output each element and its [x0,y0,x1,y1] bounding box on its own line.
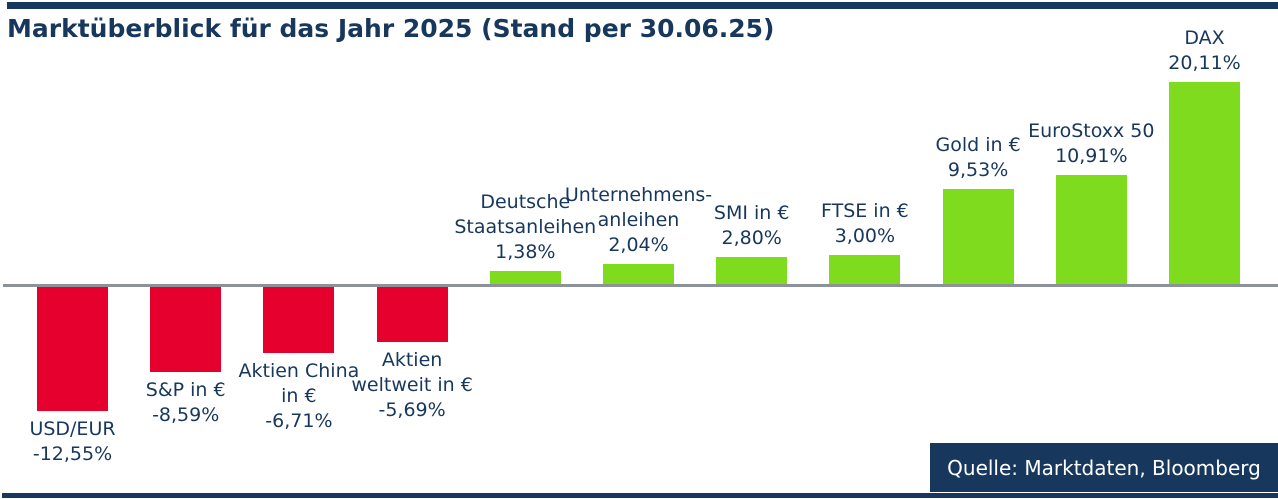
bar-label-line: Gold in € [935,134,1021,157]
chart-title: Marktüberblick für das Jahr 2025 (Stand … [7,14,775,43]
bar-label-line: S&P in € [145,378,226,401]
bar-USD/EUR [37,285,108,412]
bar-Unternehmens-anleihen [603,264,674,285]
source-label: Quelle: Marktdaten, Bloomberg [947,455,1261,480]
bar-label-line: 1,38% [495,241,556,264]
bar-label-USD/EUR: USD/EUR -12,55% [0,417,173,467]
bar-label-line: DAX [1184,27,1225,50]
bar-label-line: USD/EUR [29,418,116,441]
bar-label-Aktien China in €: Aktien China in € -6,71% [199,359,399,434]
bar-label-line: Aktien [381,349,443,372]
bar-label-line: 3,00% [834,224,896,247]
bar-S&P in € [150,285,222,372]
bar-label-S&P in €: S&P in € -8,59% [86,378,286,428]
bar-label-line: -8,59% [152,403,220,426]
top-divider-rule [7,2,1278,9]
bar-SMI in € [716,256,788,285]
bar-label-line: 20,11% [1168,52,1241,75]
bar-label-DAX: DAX 20,11% [1105,26,1278,76]
bar-label-line: -6,71% [265,409,333,432]
bar-label-SMI in €: SMI in €2,80% [652,201,852,251]
bar-DAX [1169,82,1240,285]
bar-EuroStoxx 50 [1055,175,1127,285]
bar-label-line: 2,80% [721,226,782,249]
bar-label-Unternehmens-anleihen: Unternehmens-anleihen 2,04% [539,183,739,258]
bar-label-line: FTSE in € [821,199,909,222]
bar-label-line: in € [281,384,317,407]
bar-label-Deutsche Staatsanleihen: Deutsche Staatsanleihen 1,38% [425,190,625,265]
bar-label-Aktien weltweit in €: Aktien weltweit in € -5,69% [312,348,512,423]
bar-FTSE in € [829,254,901,285]
bar-label-line: 9,53% [947,159,1009,182]
bar-label-Gold in €: Gold in €9,53% [878,133,1078,183]
bar-label-line: 10,91% [1055,145,1128,168]
bar-label-FTSE in €: FTSE in €3,00% [765,199,965,249]
bar-Aktien China in € [263,285,335,353]
bar-label-line: EuroStoxx 50 [1028,120,1155,143]
bar-label-line: Deutsche [480,191,571,214]
bar-label-line: Aktien China [238,359,360,382]
bar-Deutsche Staatsanleihen [489,271,561,285]
bar-label-line: weltweit in € [351,374,473,397]
bar-Gold in € [942,189,1014,285]
bar-label-line: SMI in € [713,201,790,224]
bar-label-line: Staatsanleihen [454,216,597,239]
bar-label-EuroStoxx 50: EuroStoxx 50 10,91% [991,119,1191,169]
bar-label-line: anleihen [597,209,680,232]
source-box: Quelle: Marktdaten, Bloomberg [930,443,1278,492]
bottom-divider-rule [2,493,1278,498]
bar-label-line: -5,69% [378,399,446,422]
bar-label-line: Unternehmens- [564,184,713,207]
bar-Aktien weltweit in € [376,285,448,343]
zero-axis-line [3,284,1278,287]
bar-label-line: 2,04% [608,234,669,257]
bar-label-line: -12,55% [32,443,113,466]
